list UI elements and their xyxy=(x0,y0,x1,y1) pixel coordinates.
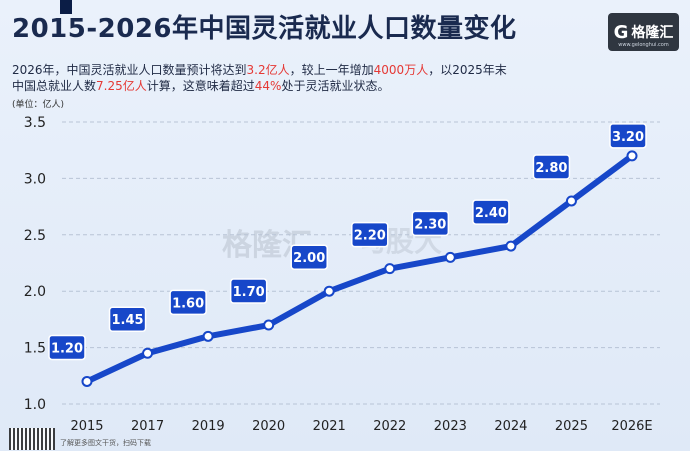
data-points xyxy=(81,150,638,387)
data-label: 1.60 xyxy=(172,296,204,311)
data-label-box xyxy=(532,154,571,180)
highlight-value: 44% xyxy=(254,79,282,93)
page-title: 2015-2026年中国灵活就业人口数量变化 xyxy=(12,14,517,44)
subtitle-text: 中国总就业人数 xyxy=(12,79,97,93)
x-tick-label: 2025 xyxy=(555,419,588,434)
data-label-box xyxy=(351,221,389,248)
data-label: 2.40 xyxy=(475,206,507,221)
y-tick-label: 1.5 xyxy=(24,341,46,357)
series-line xyxy=(84,152,635,385)
top-accent-bar xyxy=(60,0,72,14)
data-labels: 1.20 1.45 1.60 1.70 2.00 2.20 2.30 2.40 2.80 3.20 xyxy=(48,123,647,361)
data-point xyxy=(142,347,154,359)
y-tick-label: 3.5 xyxy=(24,115,46,131)
footer-note: 了解更多图文干货，扫码下载 xyxy=(60,439,151,447)
y-tick-label: 2.0 xyxy=(24,284,46,300)
highlight-value: 4000万人 xyxy=(373,63,429,77)
highlight-value: 3.2亿人 xyxy=(246,63,290,77)
subtitle-text: 计算，这意味着超过 xyxy=(146,79,255,93)
x-tick-label: 2020 xyxy=(252,419,285,434)
data-label-box xyxy=(472,199,510,225)
subtitle-text: ，较上一年增加 xyxy=(289,63,374,77)
data-label: 3.20 xyxy=(612,130,644,145)
logo-url: www.gelonghui.com xyxy=(618,42,669,48)
data-label-box xyxy=(609,123,647,149)
y-tick-label: 2.5 xyxy=(24,228,46,244)
x-tick-label: 2017 xyxy=(131,419,164,434)
data-point xyxy=(263,319,275,331)
x-tick-label: 2015 xyxy=(70,419,103,434)
data-label: 1.20 xyxy=(51,341,83,356)
data-label: 1.70 xyxy=(233,285,265,300)
brand-logo: G 格隆汇 www.gelonghui.com xyxy=(608,13,679,51)
x-tick-label: 2022 xyxy=(373,419,406,434)
x-axis-ticks: 2015 2017 2019 2020 2021 2022 2023 2024 2025 2026… xyxy=(70,419,652,434)
data-point xyxy=(444,251,456,263)
y-axis-ticks: 1.0 1.5 2.0 2.5 3.0 3.5 xyxy=(24,115,46,413)
y-tick-label: 1.0 xyxy=(24,397,46,413)
x-tick-label: 2024 xyxy=(494,419,527,434)
x-tick-label: 2026E xyxy=(611,419,652,434)
data-label: 2.80 xyxy=(535,161,567,176)
logo-icon: G xyxy=(613,21,629,43)
data-label: 2.00 xyxy=(293,251,325,266)
qr-code-image xyxy=(9,428,55,450)
series-line-path xyxy=(84,152,635,385)
chart-subtitle: 2026年，中国灵活就业人口数量预计将达到3.2亿人，较上一年增加4000万人，… xyxy=(12,62,572,94)
data-point xyxy=(626,150,638,162)
subtitle-text: ，以2025年末 xyxy=(428,63,507,77)
highlight-value: 7.25亿人 xyxy=(96,79,147,93)
data-label-box xyxy=(411,210,450,237)
data-point xyxy=(81,375,93,387)
x-tick-label: 2021 xyxy=(313,419,346,434)
data-label-box xyxy=(48,334,86,361)
subtitle-text: 2026年，中国灵活就业人口数量预计将达到 xyxy=(12,63,247,77)
data-point xyxy=(323,285,335,297)
x-tick-label: 2019 xyxy=(192,419,225,434)
data-label-box xyxy=(169,289,207,316)
data-point xyxy=(505,240,517,252)
grid-lines xyxy=(62,121,660,405)
data-point xyxy=(565,195,577,207)
data-label: 2.30 xyxy=(414,217,446,232)
data-point xyxy=(202,330,214,342)
data-label-box xyxy=(229,278,268,304)
logo-text: 格隆汇 xyxy=(631,25,674,41)
data-point xyxy=(384,263,396,275)
y-axis-unit-label: (单位：亿人) xyxy=(12,100,65,110)
data-label: 1.45 xyxy=(112,313,144,328)
x-tick-label: 2023 xyxy=(434,419,467,434)
data-label-box xyxy=(290,244,328,270)
data-label-box xyxy=(108,306,147,332)
subtitle-text: 处于灵活就业状态。 xyxy=(281,79,390,93)
y-tick-label: 3.0 xyxy=(24,171,46,187)
data-label: 2.20 xyxy=(354,229,386,244)
